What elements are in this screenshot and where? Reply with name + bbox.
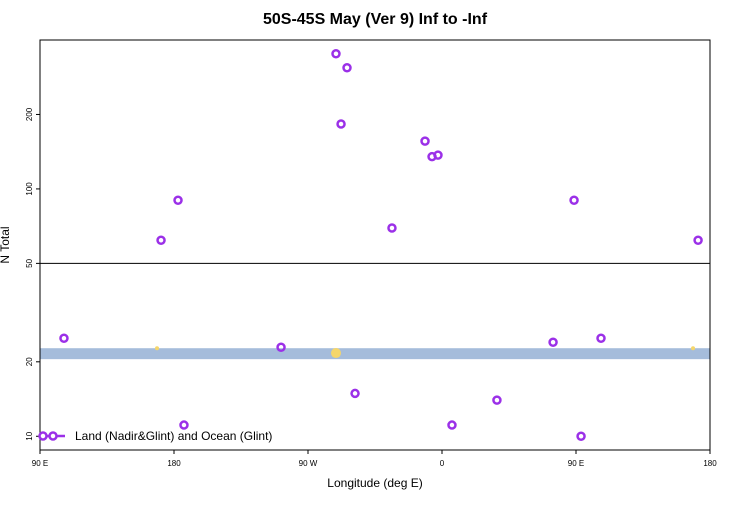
legend-symbol — [38, 431, 48, 441]
point — [433, 150, 443, 160]
point — [336, 119, 346, 129]
legend-symbol — [48, 431, 58, 441]
x-tick-label: 90 W — [299, 459, 318, 468]
y-tick-label: 200 — [25, 107, 34, 121]
point — [548, 337, 558, 347]
x-tick-label: 0 — [440, 459, 445, 468]
point — [387, 223, 397, 233]
point — [596, 333, 606, 344]
point — [276, 342, 286, 353]
point — [447, 420, 457, 430]
y-axis-label: N Total — [0, 226, 12, 263]
point — [59, 333, 69, 344]
x-tick-label: 180 — [167, 459, 181, 468]
point — [420, 136, 430, 146]
point — [693, 235, 703, 246]
y-tick-label: 20 — [25, 357, 34, 366]
y-tick-label: 50 — [25, 258, 34, 267]
plot-frame — [39, 39, 711, 451]
band — [40, 348, 710, 360]
x-tick-label: 180 — [703, 459, 717, 468]
chart-title: 50S-45S May (Ver 9) Inf to -Inf — [263, 11, 488, 28]
x-tick-label: 90 E — [32, 459, 48, 468]
point — [576, 431, 586, 442]
legend-label: Land (Nadir&Glint) and Ocean (Glint) — [75, 429, 272, 443]
point — [569, 195, 579, 205]
point — [342, 62, 352, 73]
highlight-point — [155, 346, 160, 351]
point — [492, 395, 502, 405]
y-tick-label: 10 — [25, 431, 34, 440]
point — [156, 235, 166, 246]
point — [331, 48, 341, 59]
highlight-point — [691, 346, 696, 351]
x-tick-label: 90 E — [568, 459, 584, 468]
highlight-point — [330, 348, 341, 359]
x-axis-label: Longitude (deg E) — [327, 476, 422, 490]
point — [173, 195, 183, 205]
y-tick-label: 100 — [25, 182, 34, 196]
point — [350, 388, 360, 399]
point — [179, 420, 189, 430]
